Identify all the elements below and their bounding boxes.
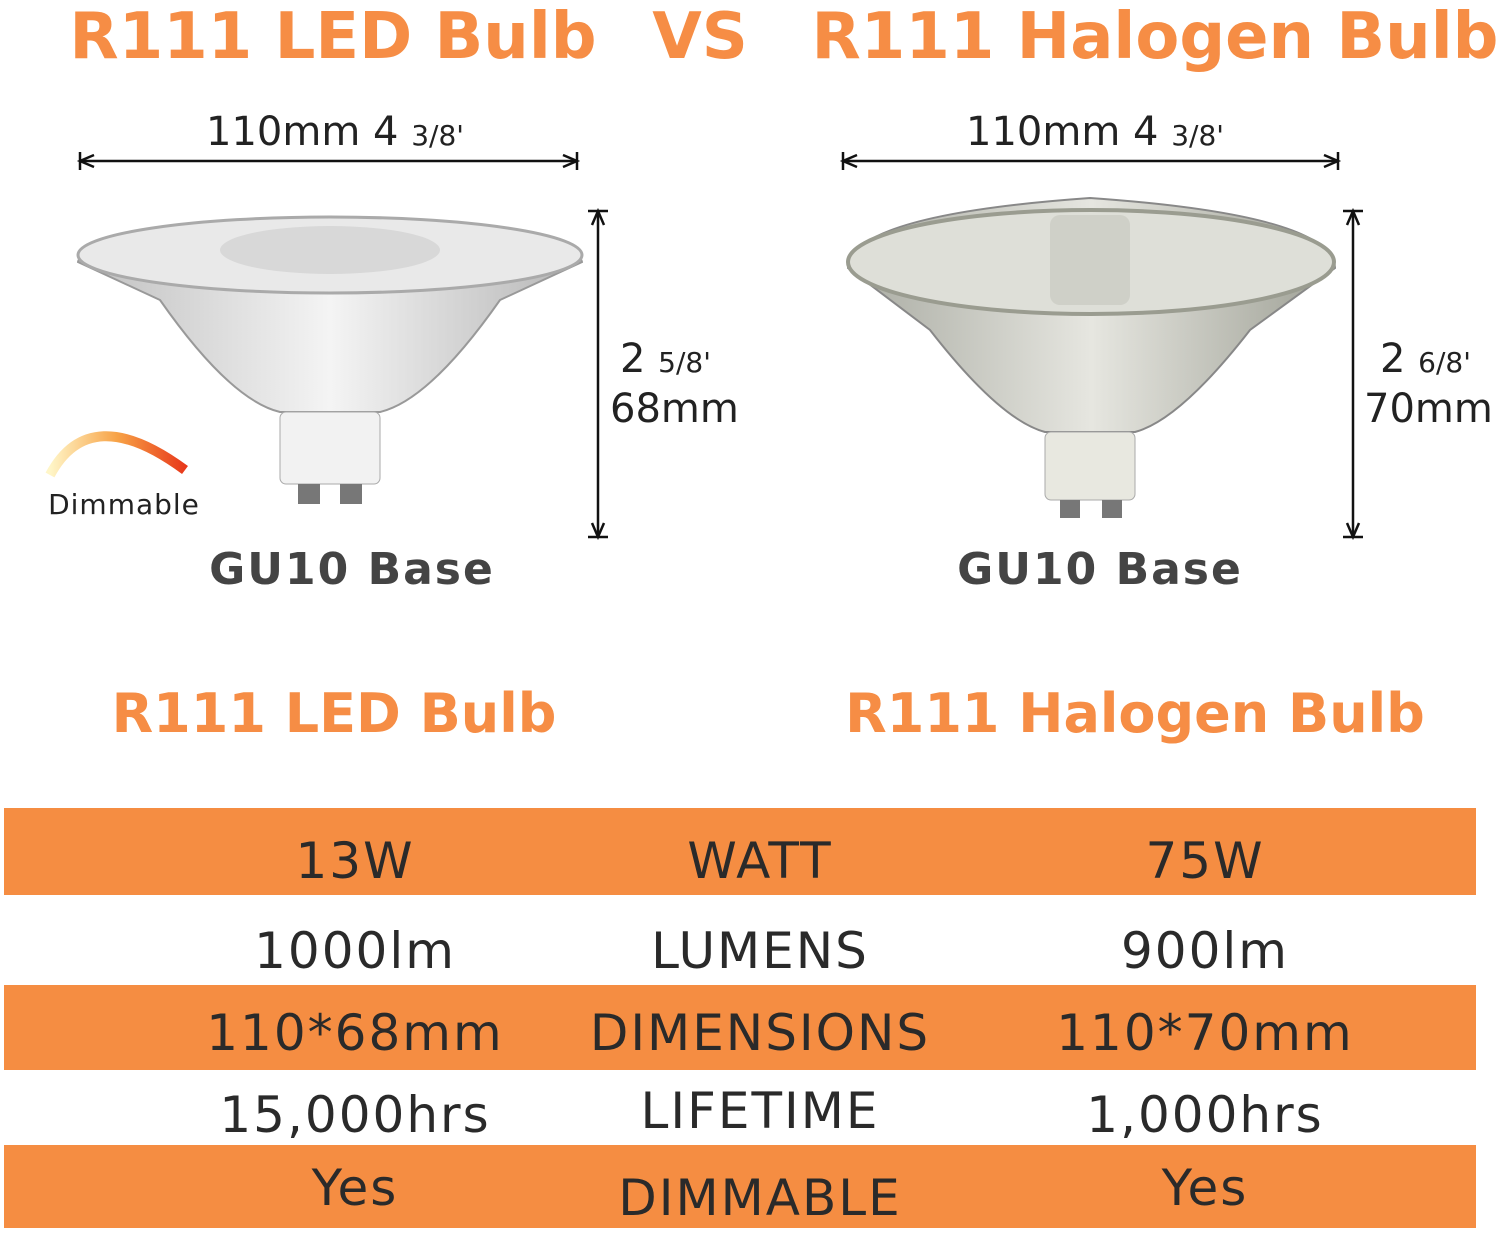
- led-bulb-panel: 110mm 4 3/8' 2 5/8' 68mm Dimmable GU10 B…: [45, 109, 739, 595]
- subtitle-left: R111 LED Bulb: [112, 682, 557, 745]
- spec-name: DIMMABLE: [618, 1169, 901, 1227]
- subtitle-right: R111 Halogen Bulb: [845, 682, 1425, 745]
- bulb-capsule: [1050, 215, 1130, 305]
- height-label: 2 6/8': [1380, 336, 1471, 382]
- comparison-table: 13W WATT 75W 1000lm LUMENS 900lm 110*68mm DIMEN…: [206, 832, 1353, 1227]
- led-value: 15,000hrs: [219, 1086, 490, 1144]
- spec-name: WATT: [687, 832, 832, 890]
- led-value: 110*68mm: [206, 1004, 503, 1062]
- halogen-bulb-panel: 110mm 4 3/8' 2 6/8' 70mm GU10 Base: [839, 109, 1493, 595]
- header-left: R111 LED Bulb: [69, 0, 596, 74]
- height-mm: 68mm: [610, 386, 739, 432]
- halogen-value: 900lm: [1121, 922, 1289, 980]
- halogen-value: 75W: [1145, 832, 1264, 890]
- led-value: Yes: [311, 1159, 399, 1217]
- width-arrow: [839, 152, 1342, 170]
- spec-name: DIMENSIONS: [590, 1004, 930, 1062]
- height-arrow: [1343, 207, 1363, 541]
- base-label: GU10 Base: [957, 544, 1243, 595]
- header-vs: VS: [652, 0, 748, 74]
- bulb-base: [279, 411, 381, 485]
- height-arrow: [588, 207, 608, 541]
- led-value: 1000lm: [254, 922, 456, 980]
- spec-name: LIFETIME: [641, 1082, 880, 1140]
- halogen-value: 110*70mm: [1056, 1004, 1353, 1062]
- height-label: 2 5/8': [620, 336, 711, 382]
- height-mm: 70mm: [1364, 386, 1493, 432]
- dimmable-badge: Dimmable: [48, 488, 200, 521]
- bulb-lens: [220, 226, 440, 274]
- bulb-base: [1044, 431, 1136, 501]
- row-band: [4, 808, 1476, 895]
- base-label: GU10 Base: [209, 544, 495, 595]
- halogen-value: Yes: [1161, 1159, 1249, 1217]
- row-band: [4, 985, 1476, 1070]
- spec-name: LUMENS: [651, 922, 869, 980]
- pin: [340, 484, 362, 504]
- pin: [298, 484, 320, 504]
- width-label: 110mm 4 3/8': [206, 109, 464, 155]
- pin: [1102, 500, 1122, 518]
- halogen-value: 1,000hrs: [1086, 1086, 1323, 1144]
- row-band: [4, 1145, 1476, 1228]
- led-value: 13W: [295, 832, 414, 890]
- width-label: 110mm 4 3/8': [966, 109, 1224, 155]
- pin: [1060, 500, 1080, 518]
- width-arrow: [76, 152, 581, 170]
- dimmable-arc: [45, 431, 188, 478]
- header-right: R111 Halogen Bulb: [812, 0, 1499, 74]
